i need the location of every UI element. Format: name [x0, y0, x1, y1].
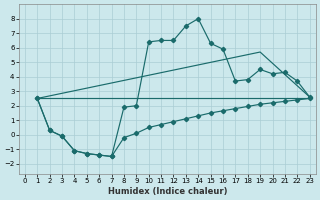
X-axis label: Humidex (Indice chaleur): Humidex (Indice chaleur) [108, 187, 227, 196]
